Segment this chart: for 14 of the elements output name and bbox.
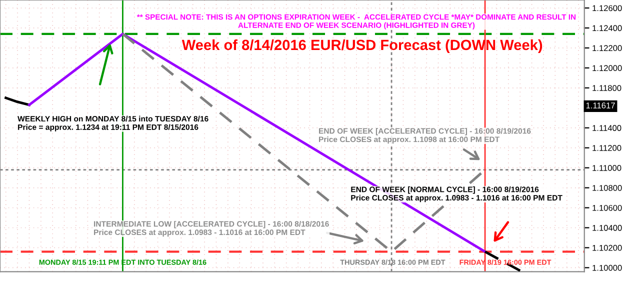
y-tick-label: 1.11200: [592, 145, 622, 151]
y-tick-label: 1.12000: [592, 65, 622, 72]
y-tick-label: 1.11400: [592, 125, 622, 131]
y-tick-label: 1.10800: [592, 184, 622, 191]
y-tick-label: 1.11000: [592, 165, 622, 171]
y-tick-label: 1.12400: [592, 25, 622, 32]
annotation: 1.11617: [586, 102, 615, 108]
y-tick-label: 1.10000: [592, 264, 622, 271]
y-tick-label: 1.10600: [592, 204, 622, 211]
y-tick-label: 1.12200: [592, 45, 622, 52]
y-tick-label: 1.10400: [592, 224, 622, 231]
y-tick-label: 1.10200: [592, 244, 622, 251]
y-tick-label: 1.11800: [592, 85, 622, 91]
y-tick-label: 1.12600: [592, 5, 622, 12]
